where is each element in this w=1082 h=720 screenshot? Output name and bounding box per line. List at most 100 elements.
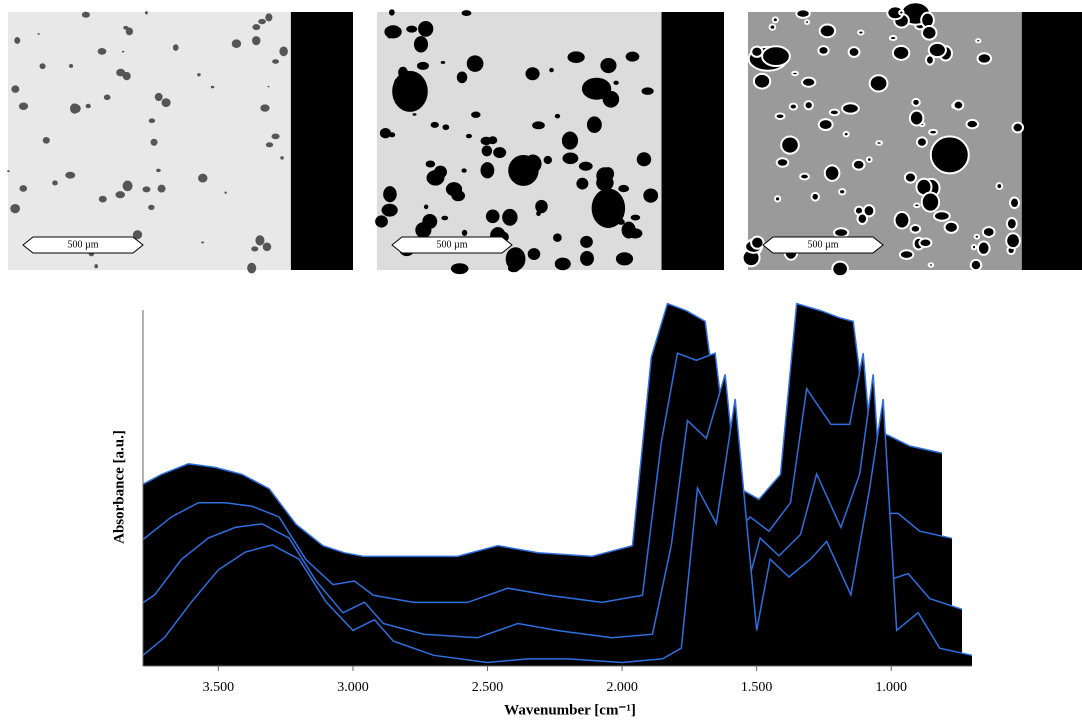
pore bbox=[389, 132, 396, 138]
pore bbox=[591, 188, 626, 229]
pore bbox=[37, 33, 40, 35]
pore bbox=[505, 247, 526, 271]
pore bbox=[969, 258, 983, 272]
chart: Wavenumber [cm⁻¹] Absorbance [a.u.] 3.50… bbox=[111, 302, 973, 718]
pore bbox=[406, 90, 421, 105]
pore bbox=[768, 23, 777, 31]
pore bbox=[856, 212, 869, 225]
micrograph: 500 µm bbox=[741, 1, 1082, 278]
pore bbox=[384, 25, 402, 39]
pore bbox=[831, 260, 850, 278]
pore bbox=[532, 121, 545, 130]
x-tick-label: 1.500 bbox=[741, 680, 773, 695]
pore bbox=[413, 36, 429, 53]
pore bbox=[929, 135, 970, 175]
pore bbox=[98, 195, 107, 203]
pore bbox=[10, 203, 20, 214]
spectrum bbox=[143, 374, 963, 639]
pore bbox=[450, 263, 469, 275]
pore bbox=[625, 51, 640, 62]
pore bbox=[412, 113, 417, 116]
pore bbox=[94, 264, 98, 269]
pore bbox=[148, 118, 156, 124]
pore bbox=[461, 10, 472, 17]
pore bbox=[943, 220, 959, 234]
pore bbox=[976, 52, 993, 65]
pore bbox=[144, 11, 148, 15]
pore bbox=[799, 172, 810, 181]
pore bbox=[441, 215, 449, 221]
spectrum bbox=[143, 398, 973, 664]
pore bbox=[150, 138, 158, 146]
pore bbox=[7, 170, 10, 173]
spectrum-fill bbox=[143, 399, 972, 666]
pore bbox=[970, 243, 978, 251]
pore bbox=[251, 246, 259, 252]
pore bbox=[601, 167, 615, 181]
pore bbox=[425, 160, 436, 168]
pore bbox=[578, 161, 593, 171]
pore bbox=[279, 46, 288, 57]
pore bbox=[440, 61, 446, 64]
pore bbox=[154, 92, 163, 102]
spectrum bbox=[143, 352, 953, 604]
pore bbox=[847, 46, 861, 58]
pore bbox=[461, 168, 467, 173]
pore bbox=[387, 33, 393, 39]
pore bbox=[928, 128, 939, 136]
pore bbox=[379, 128, 392, 139]
pore bbox=[909, 223, 922, 234]
pore bbox=[224, 191, 227, 195]
micrograph: 500 µm bbox=[7, 11, 353, 274]
pore bbox=[868, 74, 889, 93]
pore bbox=[161, 98, 171, 108]
pore bbox=[553, 233, 562, 242]
pore bbox=[973, 233, 981, 240]
pore bbox=[976, 240, 991, 256]
pore bbox=[903, 171, 918, 184]
pore bbox=[636, 152, 652, 167]
pore bbox=[65, 171, 76, 179]
pore bbox=[862, 204, 876, 218]
pore bbox=[803, 100, 814, 111]
pore bbox=[210, 85, 215, 89]
pore bbox=[952, 99, 965, 111]
pore bbox=[774, 112, 786, 121]
pore bbox=[975, 38, 982, 44]
pore bbox=[11, 85, 20, 93]
pore bbox=[913, 202, 921, 209]
pore bbox=[142, 186, 151, 193]
x-tick-label: 3.500 bbox=[203, 680, 235, 695]
pore bbox=[416, 61, 429, 70]
pore bbox=[271, 133, 280, 140]
pore bbox=[406, 25, 418, 33]
pore bbox=[927, 41, 947, 59]
pore bbox=[804, 19, 811, 25]
pore bbox=[39, 63, 46, 70]
pore bbox=[750, 45, 764, 58]
pore bbox=[810, 191, 820, 202]
pore bbox=[260, 104, 270, 112]
pore bbox=[641, 87, 654, 95]
pore bbox=[615, 252, 634, 266]
scale-bar-label: 500 µm bbox=[807, 239, 838, 250]
pore bbox=[125, 27, 134, 36]
pore bbox=[761, 45, 791, 68]
pore bbox=[68, 63, 74, 68]
pore bbox=[888, 34, 898, 42]
pore bbox=[791, 70, 799, 77]
pore bbox=[841, 102, 860, 115]
pore bbox=[562, 152, 579, 165]
pore bbox=[115, 191, 125, 199]
pore bbox=[480, 162, 495, 179]
pore bbox=[423, 204, 429, 210]
pore bbox=[891, 44, 911, 61]
pore bbox=[842, 130, 850, 138]
x-tick-label: 2.500 bbox=[472, 680, 504, 695]
pore bbox=[493, 147, 507, 158]
pore bbox=[418, 20, 434, 37]
pore bbox=[172, 44, 179, 51]
pore bbox=[918, 237, 933, 249]
